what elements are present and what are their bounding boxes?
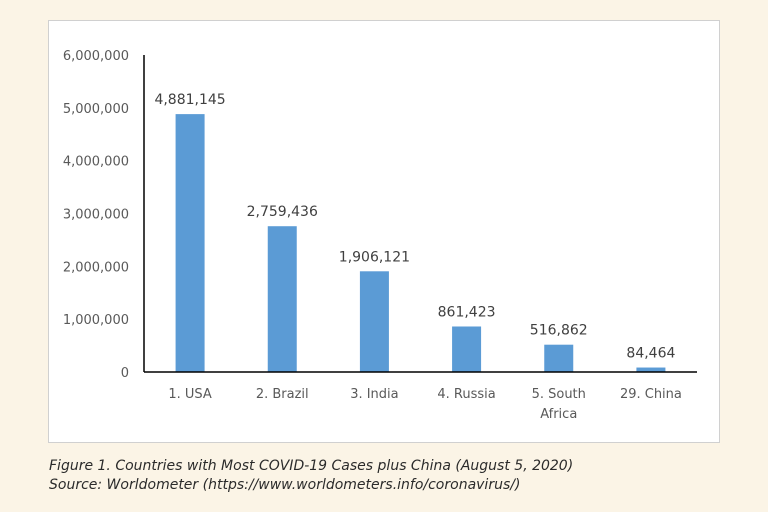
x-tick-label: 5. South: [532, 387, 586, 402]
y-tick-label: 4,000,000: [63, 155, 129, 170]
x-tick-label: 2. Brazil: [256, 387, 309, 402]
figure-caption: Figure 1. Countries with Most COVID-19 C…: [49, 457, 573, 495]
y-tick-label: 1,000,000: [63, 313, 129, 328]
chart-frame: 0 1,000,000 2,000,000 3,000,000 4,000,000 5,0…: [48, 20, 720, 443]
bar: [175, 114, 205, 372]
caption-source: Source: Worldometer (https://www.worldom…: [49, 477, 521, 493]
y-tick-label: 6,000,000: [63, 49, 129, 64]
x-tick-label: 4. Russia: [437, 387, 495, 402]
data-label: 861,423: [438, 304, 496, 320]
x-tick-label: 1. USA: [168, 387, 212, 402]
data-label: 84,464: [626, 346, 675, 362]
bar: [452, 326, 482, 372]
y-tick-label: 5,000,000: [63, 102, 129, 117]
x-tick-label: Africa: [540, 407, 577, 422]
x-tick-label: 29. China: [620, 387, 682, 402]
bar: [544, 344, 574, 372]
bar: [267, 226, 297, 372]
data-label: 2,759,436: [247, 204, 318, 220]
data-label: 4,881,145: [154, 92, 225, 108]
bar: [636, 367, 666, 372]
y-tick-label: 3,000,000: [63, 208, 129, 223]
y-tick-label: 2,000,000: [63, 260, 129, 275]
bar: [359, 271, 389, 372]
caption-title: Figure 1. Countries with Most COVID-19 C…: [49, 458, 574, 474]
data-label: 1,906,121: [339, 249, 410, 265]
data-label: 516,862: [530, 323, 588, 339]
bar-chart: 0 1,000,000 2,000,000 3,000,000 4,000,000 5,0…: [63, 49, 697, 422]
y-tick-label: 0: [121, 366, 129, 381]
x-tick-label: 3. India: [350, 387, 398, 402]
